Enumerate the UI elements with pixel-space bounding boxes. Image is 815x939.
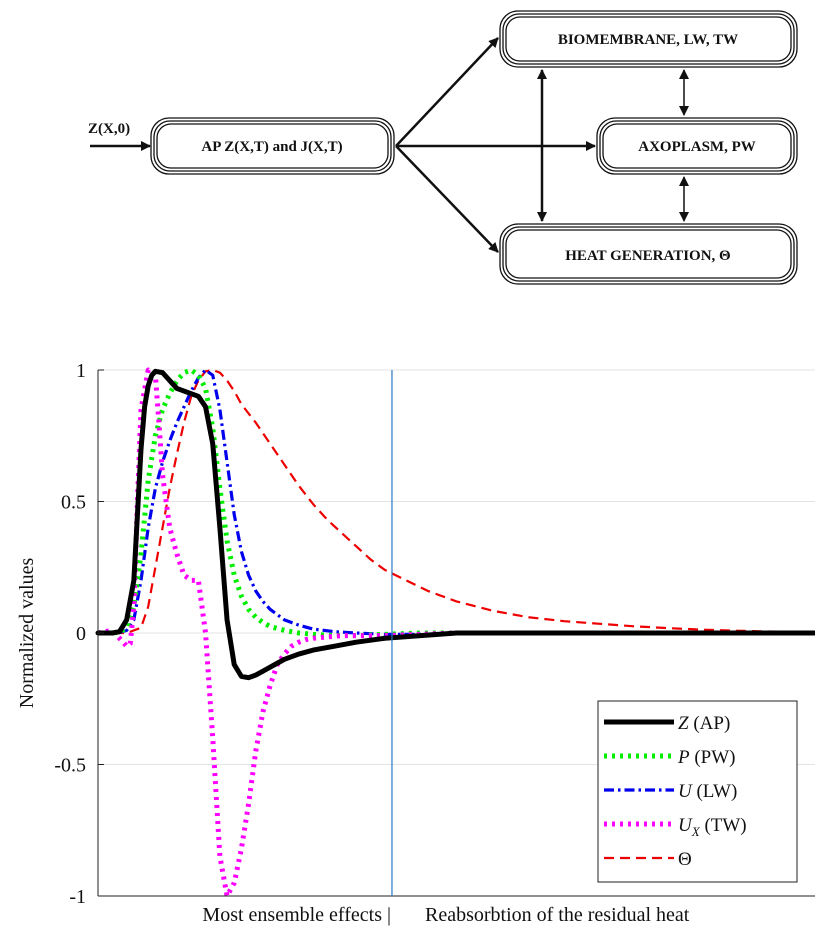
legend-label-4: Θ xyxy=(678,849,692,870)
y-tick-label: -1 xyxy=(69,886,86,908)
series-line-4 xyxy=(98,368,815,635)
legend-label-2: U (LW) xyxy=(678,781,737,802)
y-tick-labels: -1 -0.5 0 0.5 1 xyxy=(54,360,86,908)
ap-node: AP Z(X,T) and J(X,T) xyxy=(150,117,395,175)
legend: Z (AP) P (PW) U (LW) UX (TW) Θ xyxy=(597,700,798,883)
legend-label-0: Z (AP) xyxy=(678,713,730,734)
legend-label-1: P (PW) xyxy=(677,747,736,768)
legend-label-3: UX (TW) xyxy=(678,815,747,839)
y-tick-label: 1 xyxy=(76,360,86,382)
series-line-2 xyxy=(98,368,815,636)
biomembrane-node: BIOMEMBRANE, LW, TW xyxy=(499,10,798,68)
axoplasm-node: AXOPLASM, PW xyxy=(596,117,798,175)
input-label: Z(X,0) xyxy=(88,121,130,137)
series-layer xyxy=(95,367,815,899)
x-label-right: Reabsorbtion of the residual heat xyxy=(425,904,690,926)
y-tick-label: 0.5 xyxy=(61,492,86,514)
flow-diagram: Z(X,0) AP Z(X,T) and J(X,T) BIOMEMBRANE,… xyxy=(88,10,798,285)
heat-node-label: HEAT GENERATION, Θ xyxy=(565,248,730,264)
y-tick-label: 0 xyxy=(76,623,86,645)
axoplasm-node-label: AXOPLASM, PW xyxy=(638,139,756,155)
axes xyxy=(97,369,815,897)
arrow-ap-to-heat xyxy=(395,145,499,253)
ap-node-label: AP Z(X,T) and J(X,T) xyxy=(201,139,342,155)
x-label-left: Most ensemble effects | xyxy=(202,904,391,926)
y-tick-label: -0.5 xyxy=(54,755,86,777)
y-axis-label: Normalized values xyxy=(16,558,38,709)
biomembrane-node-label: BIOMEMBRANE, LW, TW xyxy=(558,32,738,48)
arrow-ap-to-biomembrane xyxy=(395,37,499,147)
series-line-0 xyxy=(95,368,815,681)
chart: -1 -0.5 0 0.5 1 Normalized values Most ensem… xyxy=(16,360,815,926)
heat-node: HEAT GENERATION, Θ xyxy=(499,223,798,285)
series-line-3 xyxy=(97,367,815,899)
